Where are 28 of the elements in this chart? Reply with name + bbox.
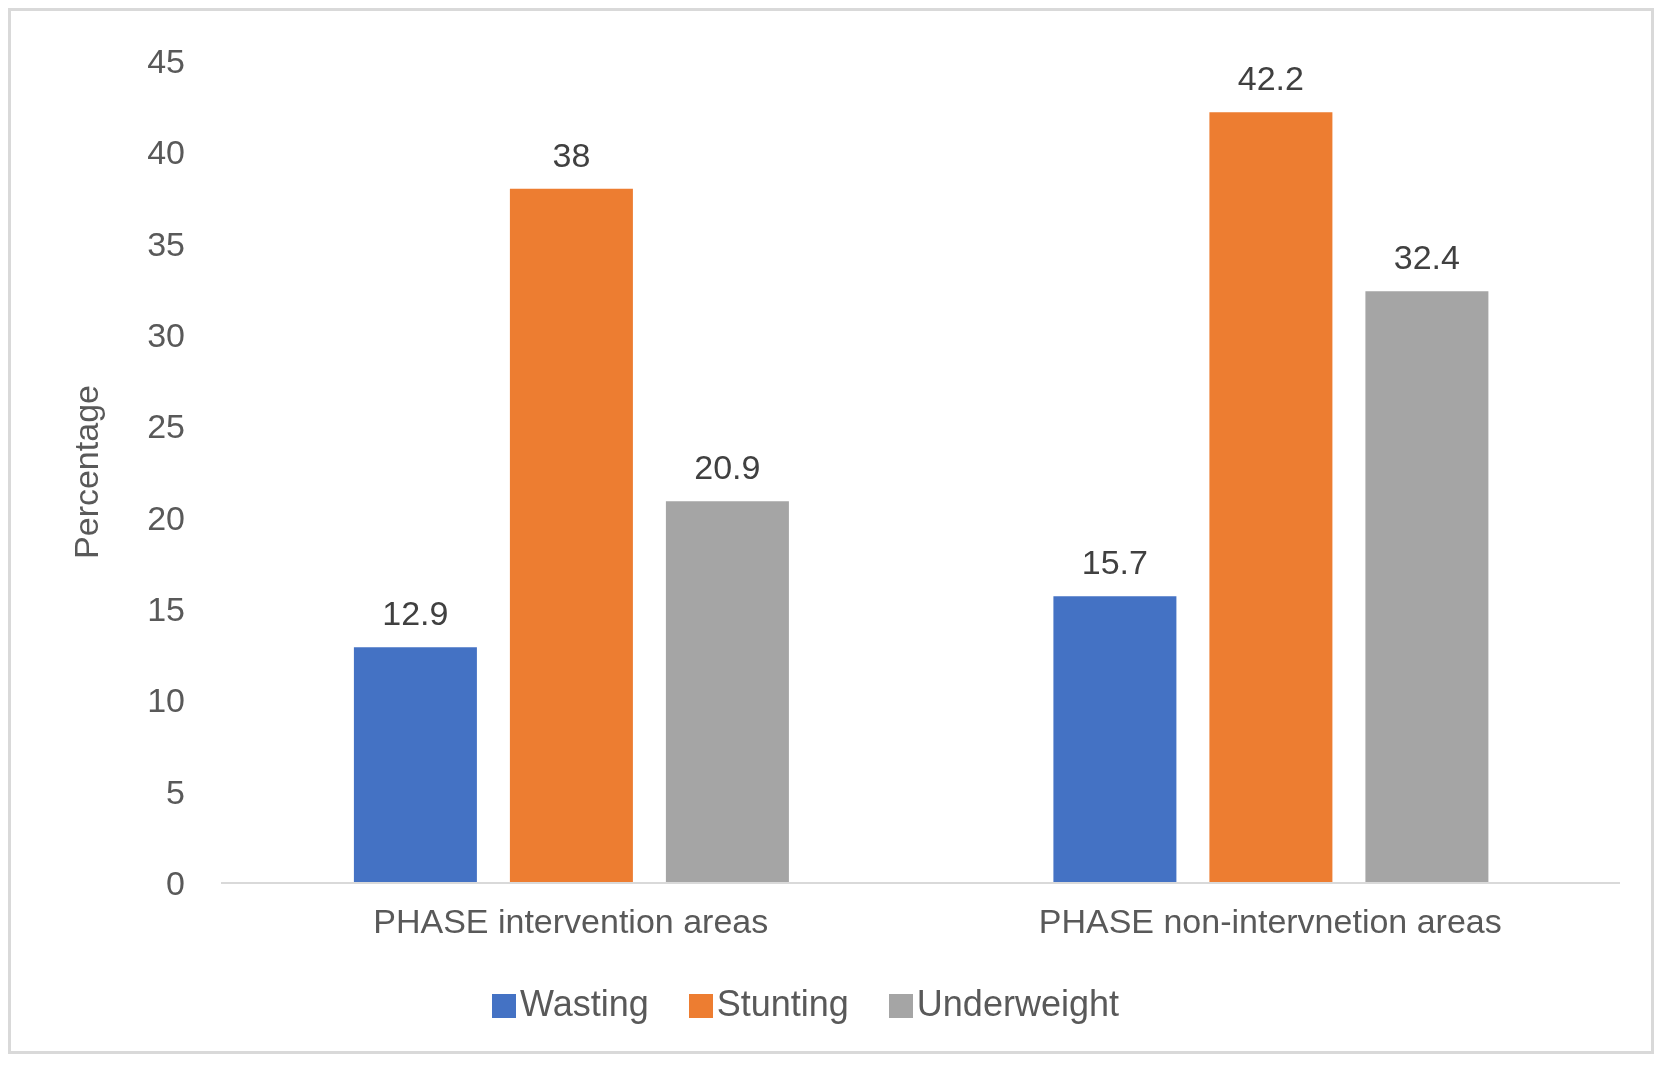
- bar: [1053, 596, 1177, 883]
- y-tick-label: 15: [147, 590, 185, 629]
- data-label: 38: [552, 135, 591, 174]
- y-axis-title: Percentage: [67, 385, 106, 559]
- y-tick-label: 5: [166, 772, 185, 811]
- bar: [1209, 112, 1333, 883]
- data-label: 42.2: [1237, 59, 1304, 98]
- y-tick-label: 10: [147, 681, 185, 720]
- y-tick-label: 25: [147, 407, 185, 446]
- legend-label: Wasting: [520, 983, 649, 1024]
- y-tick-label: 40: [147, 133, 185, 172]
- data-label: 12.9: [382, 594, 449, 633]
- legend-label: Underweight: [916, 983, 1119, 1024]
- x-tick-label: PHASE intervention areas: [373, 902, 769, 941]
- bar: [353, 647, 477, 883]
- y-tick-label: 30: [147, 316, 185, 355]
- data-label: 15.7: [1081, 543, 1148, 582]
- x-tick-label: PHASE non-intervnetion areas: [1038, 902, 1502, 941]
- y-tick-label: 45: [147, 42, 185, 81]
- bar: [665, 501, 789, 883]
- y-tick-label: 35: [147, 224, 185, 263]
- bar: [509, 188, 633, 883]
- y-tick-label: 20: [147, 498, 185, 537]
- bar: [1365, 291, 1489, 883]
- legend-label: Stunting: [716, 983, 849, 1024]
- y-tick-label: 0: [166, 864, 185, 903]
- data-label: 32.4: [1393, 238, 1460, 277]
- data-label: 20.9: [694, 448, 761, 487]
